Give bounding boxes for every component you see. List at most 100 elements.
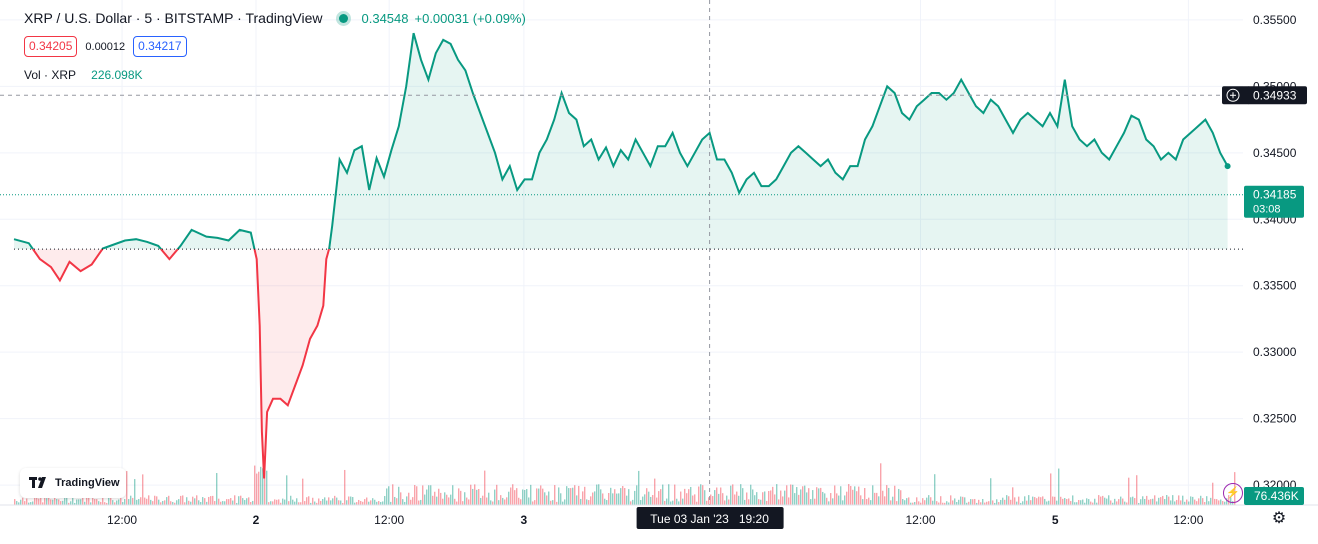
volume-bar: [698, 486, 700, 505]
volume-bar: [160, 502, 162, 505]
volume-bar: [750, 484, 752, 505]
volume-bar: [1160, 497, 1162, 505]
time-tick-label: 12:00: [374, 513, 404, 527]
volume-bar: [262, 468, 264, 505]
price-change: +0.00031 (+0.09%): [414, 10, 526, 26]
volume-bar: [710, 494, 712, 505]
volume-bar: [308, 496, 310, 505]
symbol-title[interactable]: XRP / U.S. Dollar · 5 · BITSTAMP · Tradi…: [24, 10, 323, 26]
volume-bar: [1102, 495, 1104, 505]
volume-bar: [818, 488, 820, 505]
volume-badge-text: 76.436K: [1254, 489, 1299, 503]
volume-bar: [1110, 500, 1112, 505]
volume-bar: [726, 495, 728, 505]
volume-bar: [246, 498, 248, 505]
volume-bar: [1196, 501, 1198, 505]
tradingview-logo[interactable]: TradingView: [20, 468, 126, 498]
volume-bar: [550, 500, 552, 505]
symbol-legend[interactable]: XRP / U.S. Dollar · 5 · BITSTAMP · Tradi…: [24, 10, 526, 26]
volume-bar: [860, 495, 862, 505]
volume-bar: [704, 490, 706, 505]
volume-bar: [562, 501, 564, 505]
settings-gear-icon[interactable]: ⚙: [1271, 510, 1287, 527]
volume-bar: [660, 489, 662, 505]
volume-bar: [972, 499, 974, 505]
volume-bar: [306, 497, 308, 505]
volume-bar: [1086, 498, 1088, 505]
volume-bar: [1080, 500, 1082, 505]
volume-bar: [1226, 498, 1228, 505]
volume-bar: [1128, 477, 1130, 505]
volume-bar: [732, 484, 734, 505]
volume-bar: [778, 499, 780, 505]
volume-bar: [566, 486, 568, 505]
volume-bar: [590, 496, 592, 505]
volume-bar: [1222, 501, 1224, 505]
volume-bar: [1032, 496, 1034, 505]
volume-bar: [264, 472, 266, 505]
volume-bar: [802, 486, 804, 505]
volume-bar: [586, 499, 588, 505]
volume-bar: [466, 497, 468, 505]
volume-bar: [680, 491, 682, 505]
volume-bar: [748, 499, 750, 505]
volume-bar: [1018, 496, 1020, 505]
lightning-icon[interactable]: ⚡: [1223, 483, 1243, 503]
volume-bar: [42, 502, 44, 505]
volume-bar: [1212, 482, 1214, 505]
volume-bar: [352, 497, 354, 505]
volume-bar: [752, 489, 754, 505]
volume-bar: [226, 499, 228, 505]
volume-bar: [800, 489, 802, 505]
volume-bar: [240, 495, 242, 505]
volume-bar: [1064, 498, 1066, 505]
volume-bar: [774, 494, 776, 505]
volume-bar: [26, 498, 28, 505]
volume-bar: [618, 493, 620, 505]
volume-bar: [1192, 496, 1194, 505]
volume-bar: [1134, 498, 1136, 505]
price-axis-bg[interactable]: [1243, 0, 1318, 505]
volume-bar: [968, 501, 970, 505]
volume-bar: [934, 474, 936, 505]
volume-bar: [1060, 496, 1062, 505]
grid-lines: [0, 0, 1243, 505]
volume-bar: [488, 492, 490, 505]
volume-bar: [844, 495, 846, 505]
volume-bar: [198, 500, 200, 505]
volume-bar: [340, 500, 342, 505]
volume-bar: [758, 499, 760, 505]
volume-bar: [64, 495, 66, 505]
sell-price-button[interactable]: 0.34205: [24, 36, 78, 57]
volume-bar: [516, 488, 518, 505]
volume-legend[interactable]: Vol · XRP 226.098K: [24, 68, 143, 82]
buy-price-button[interactable]: 0.34217: [133, 36, 187, 57]
volume-bar: [172, 501, 174, 505]
plus-circle-icon[interactable]: [1226, 88, 1240, 102]
volume-bar: [1182, 495, 1184, 505]
volume-bar: [66, 497, 68, 505]
volume-bar: [70, 501, 72, 505]
volume-bar: [350, 496, 352, 505]
volume-bar: [424, 494, 426, 505]
volume-bar: [900, 490, 902, 505]
volume-bar: [556, 501, 558, 505]
price-tick-label: 0.35500: [1253, 13, 1297, 27]
volume-bar: [98, 501, 100, 505]
volume-bar: [1034, 497, 1036, 505]
volume-bar: [664, 500, 666, 505]
volume-bar: [998, 502, 1000, 505]
volume-bar: [652, 495, 654, 505]
volume-bar: [292, 499, 294, 505]
volume-bar: [506, 497, 508, 505]
volume-bar: [906, 498, 908, 505]
volume-bar: [1076, 502, 1078, 505]
volume-bar: [902, 498, 904, 505]
volume-bar: [604, 498, 606, 505]
volume-bar: [690, 486, 692, 505]
volume-bar: [816, 487, 818, 505]
volume-bar: [896, 501, 898, 505]
volume-bar: [1006, 495, 1008, 505]
